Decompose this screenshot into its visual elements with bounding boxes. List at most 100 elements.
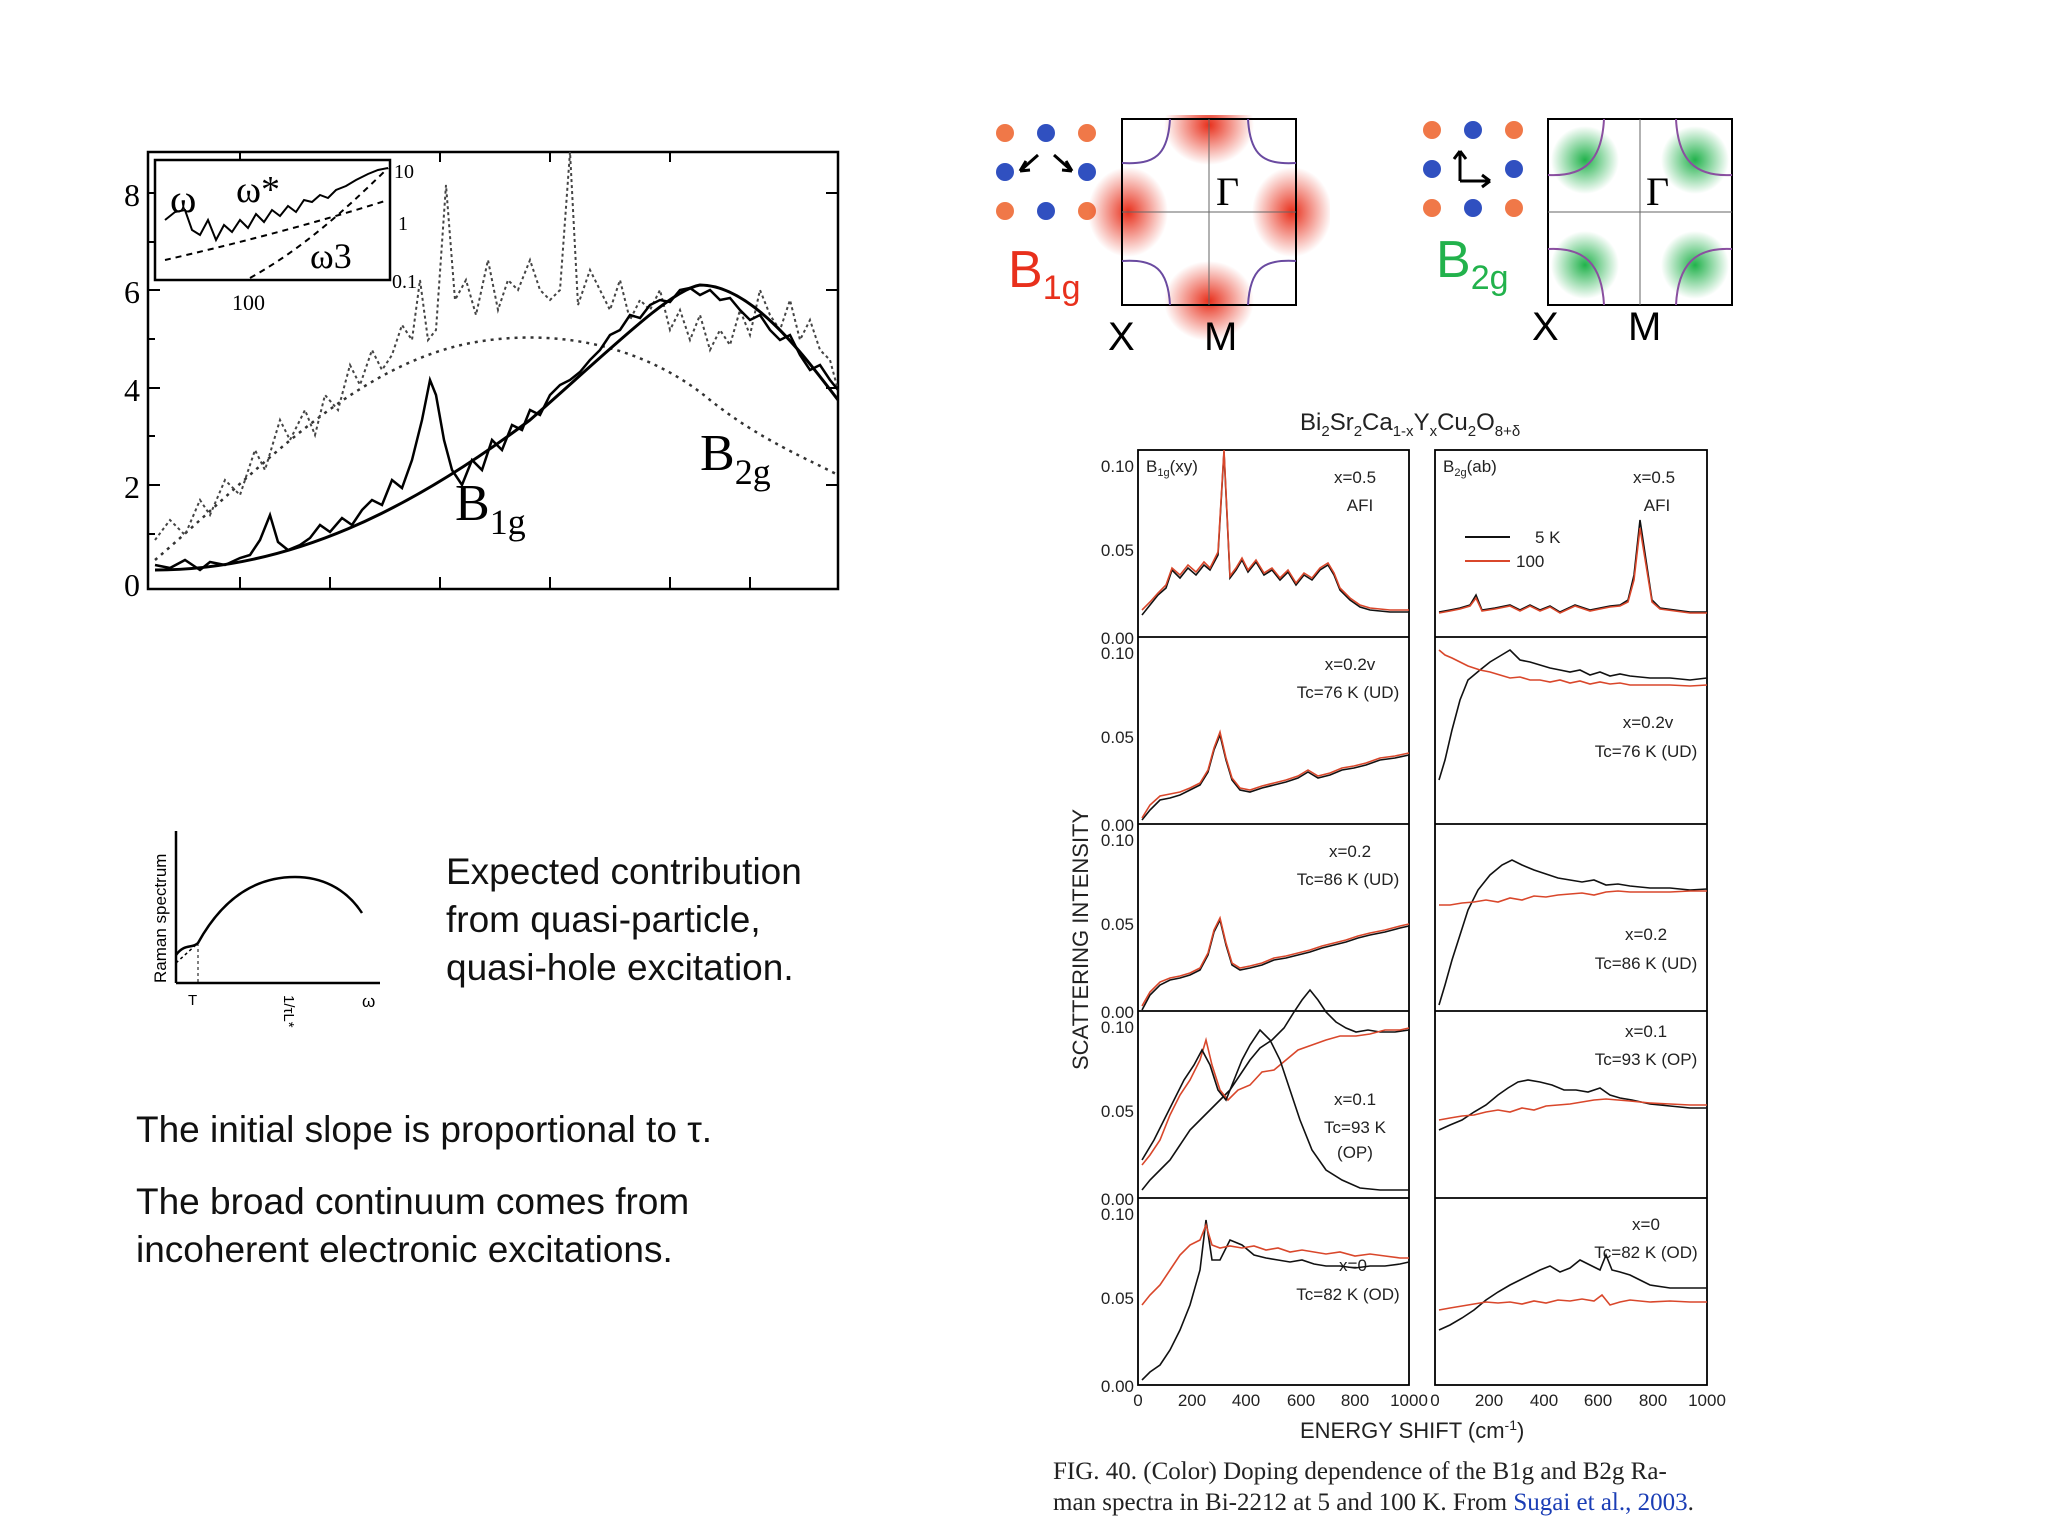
ytick-r3-top: 0.10 xyxy=(1101,831,1134,850)
b1g-atoms xyxy=(996,124,1096,220)
left-row1-x: x=0.5 xyxy=(1334,468,1376,487)
ytick-r5-bot: 0.00 xyxy=(1101,1377,1134,1396)
inset-ytick-1: 1 xyxy=(398,213,408,235)
spectrum-r5-left-5k xyxy=(1141,1219,1410,1381)
b1g-curve-label: B1g xyxy=(455,475,526,542)
b2g-atoms xyxy=(1423,121,1523,217)
spectrum-r2-left-100k xyxy=(1141,729,1410,819)
b2g-curve-label: B2g xyxy=(700,425,771,492)
ytick-r1-bot: 0.00 xyxy=(1101,629,1134,648)
b1g-gamma-label: Γ xyxy=(1216,169,1239,214)
ytick-r3-bot: 0.00 xyxy=(1101,1003,1134,1022)
spectrum-r4-left-5k xyxy=(1141,988,1410,1191)
figure-compound-title: Bi2Sr2Ca1-xYxCu2O8+δ xyxy=(1300,409,1520,440)
left-row5-tc: Tc=82 K (OD) xyxy=(1296,1285,1399,1304)
spectrum-r3-right-5k xyxy=(1438,859,1708,1006)
b2g-gamma-label: Γ xyxy=(1646,169,1669,214)
xtick-r-0: 0 xyxy=(1430,1391,1439,1410)
schematic-xtick-t: T xyxy=(188,992,197,1009)
spectrum-r1-right-100k xyxy=(1438,527,1707,614)
b1g-symmetry-diagram: B1g Γ X M xyxy=(996,115,1330,359)
spectrum-r2-right-100k xyxy=(1438,649,1708,687)
ytick-r4-top: 0.10 xyxy=(1101,1018,1134,1037)
xtick-r-200: 200 xyxy=(1475,1391,1503,1410)
solid-smooth-curve xyxy=(154,283,840,572)
right-row1-phase: AFI xyxy=(1644,496,1670,515)
dotted-noisy-data xyxy=(154,151,839,541)
left-row4-x: x=0.1 xyxy=(1334,1090,1376,1109)
spectrum-r4-right-5k xyxy=(1438,1079,1707,1131)
ytick-r5-mid: 0.05 xyxy=(1101,1289,1134,1308)
b1g-brillouin-zone xyxy=(1088,115,1330,341)
spectrum-r4-left-100k xyxy=(1141,1027,1410,1166)
inset-omega-cube-label: ω3 xyxy=(310,236,352,276)
expected-line-2: from quasi-particle, xyxy=(446,899,761,940)
expected-line-3: quasi-hole excitation. xyxy=(446,947,794,988)
figure-xticks: 0 200 400 600 800 1000 0 200 400 600 800… xyxy=(1133,1391,1726,1410)
b1g-m-label: M xyxy=(1204,315,1237,359)
schematic-xtick-tau: 1/τL* xyxy=(280,995,297,1028)
spectrum-r1-left-100k xyxy=(1141,449,1409,611)
right-row2-tc: Tc=76 K (UD) xyxy=(1595,742,1698,761)
inset-omega-label: ω xyxy=(170,176,196,221)
caption-line-1: FIG. 40. (Color) Doping dependence of th… xyxy=(1053,1458,1667,1485)
b1g-panel-title: B1g(xy) xyxy=(1146,457,1198,479)
ytick-r2-mid: 0.05 xyxy=(1101,728,1134,747)
left-ytick-4: 4 xyxy=(124,372,140,408)
caption-line-2-suffix: . xyxy=(1687,1489,1694,1516)
right-row5-x: x=0 xyxy=(1632,1215,1660,1234)
b2g-brillouin-zone xyxy=(1547,118,1733,306)
right-row3-x: x=0.2 xyxy=(1625,925,1667,944)
spectrum-r5-right-100k xyxy=(1438,1293,1707,1311)
xtick-l-600: 600 xyxy=(1287,1391,1315,1410)
b1g-x-label: X xyxy=(1108,315,1135,359)
left-row5-x: x=0 xyxy=(1339,1256,1367,1275)
xtick-l-0: 0 xyxy=(1133,1391,1142,1410)
xtick-l-400: 400 xyxy=(1232,1391,1260,1410)
left-row2-x: x=0.2v xyxy=(1325,655,1376,674)
left-row3-x: x=0.2 xyxy=(1329,842,1371,861)
right-row1-x: x=0.5 xyxy=(1633,468,1675,487)
ytick-r2-bot: 0.00 xyxy=(1101,816,1134,835)
figure-caption: FIG. 40. (Color) Doping dependence of th… xyxy=(1053,1456,1753,1518)
caption-reference-link[interactable]: Sugai et al., 2003 xyxy=(1513,1489,1688,1516)
spectrum-r4-left-5k-b xyxy=(1141,1028,1409,1191)
caption-line-2-prefix: man spectra in Bi-2212 at 5 and 100 K. F… xyxy=(1053,1489,1514,1516)
spectrum-r1-right-5k xyxy=(1438,519,1707,613)
b2g-panel-title: B2g(ab) xyxy=(1443,457,1497,479)
spectrum-r2-right-5k xyxy=(1438,648,1708,781)
expected-line-1: Expected contribution xyxy=(446,851,802,892)
figure-legend: 5 K 100 xyxy=(1465,528,1561,571)
right-row4-tc: Tc=93 K (OP) xyxy=(1595,1050,1698,1069)
spectrum-r5-left-100k xyxy=(1141,1222,1409,1306)
schematic-xtick-omega: ω xyxy=(362,992,375,1011)
ytick-r1-mid: 0.05 xyxy=(1101,541,1134,560)
dotted-smooth-curve xyxy=(154,336,839,561)
inset-omega-star-label: ω* xyxy=(236,169,280,211)
xtick-r-800: 800 xyxy=(1639,1391,1667,1410)
left-row3-tc: Tc=86 K (UD) xyxy=(1297,870,1400,889)
b2g-symmetry-diagram: B2g Γ X M xyxy=(1423,118,1733,349)
xtick-l-800: 800 xyxy=(1341,1391,1369,1410)
xtick-l-200: 200 xyxy=(1178,1391,1206,1410)
xtick-r-400: 400 xyxy=(1530,1391,1558,1410)
left-row4-tc: Tc=93 K xyxy=(1324,1118,1387,1137)
left-row1-phase: AFI xyxy=(1347,496,1373,515)
xtick-l-1000: 1000 xyxy=(1390,1391,1428,1410)
schematic-sketch: Raman spectrum T 1/τL* ω xyxy=(151,831,380,1028)
right-row3-tc: Tc=86 K (UD) xyxy=(1595,954,1698,973)
spectrum-r3-left-100k xyxy=(1141,915,1410,1007)
ytick-r4-mid: 0.05 xyxy=(1101,1102,1134,1121)
expected-contribution-text: Expected contribution from quasi-particl… xyxy=(446,848,802,992)
ytick-r3-mid: 0.05 xyxy=(1101,915,1134,934)
broad-continuum-text: The broad continuum comes from incoheren… xyxy=(136,1178,689,1274)
inset-xtick-100: 100 xyxy=(232,290,265,315)
left-raman-plot: 8 6 4 2 0 ω ω* ω3 10 1 0.1 100 B1g B2g xyxy=(124,150,840,600)
continuum-line-1: The broad continuum comes from xyxy=(136,1181,690,1222)
spectrum-r2-left-5k xyxy=(1141,732,1410,821)
right-row2-x: x=0.2v xyxy=(1623,713,1674,732)
b2g-label: B2g xyxy=(1436,231,1509,297)
b2g-m-label: M xyxy=(1628,305,1661,349)
doping-dependence-figure: Bi2Sr2Ca1-xYxCu2O8+δ SCATTERING INTENSIT… xyxy=(1068,409,1726,1443)
figure-ylabel: SCATTERING INTENSITY xyxy=(1068,809,1093,1070)
